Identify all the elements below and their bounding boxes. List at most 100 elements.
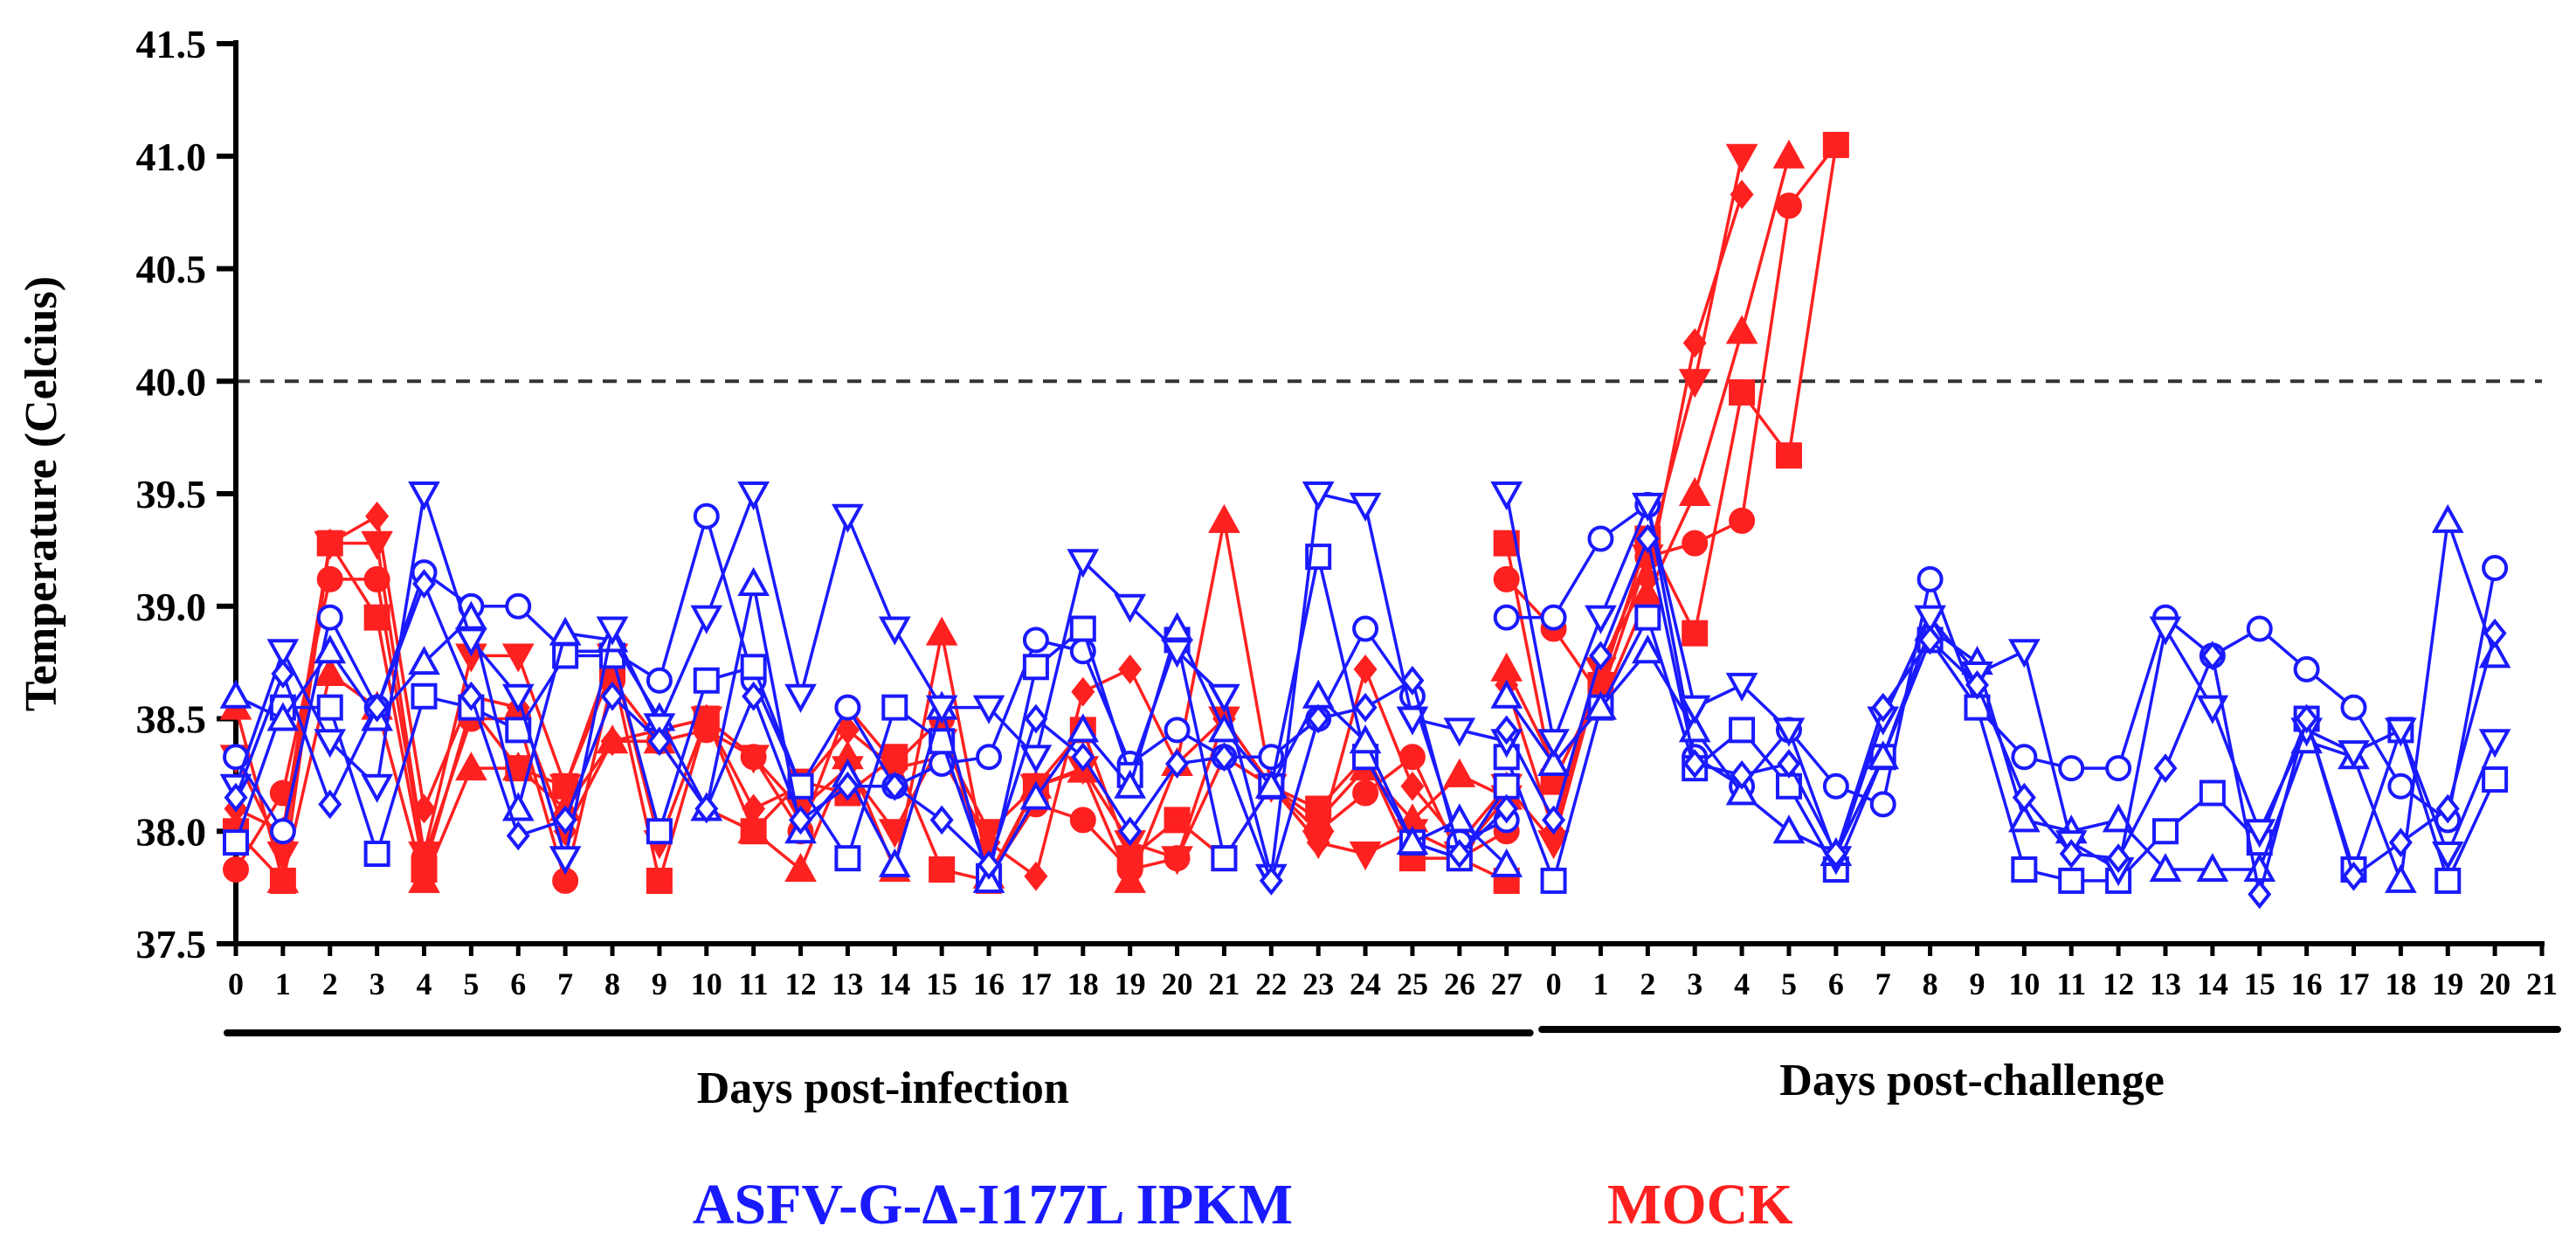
data-point (737, 481, 770, 511)
data-point (784, 683, 817, 713)
data-point (2435, 793, 2460, 824)
x-tick-label: 15 (926, 966, 957, 1001)
data-point (363, 841, 390, 867)
data-point (1161, 639, 1193, 669)
data-point (1024, 703, 1048, 734)
data-point (2342, 861, 2365, 891)
data-point (1396, 706, 1429, 736)
x-tick-label: 9 (1969, 966, 1985, 1001)
data-point (1725, 776, 1758, 806)
x-tick-label: 13 (2150, 966, 2181, 1001)
data-point (929, 805, 954, 835)
data-point (1447, 839, 1472, 869)
data-point (1302, 481, 1335, 511)
x-tick-label: 21 (2526, 966, 2558, 1001)
x-tick-label: 23 (1302, 966, 1334, 1001)
data-point (1730, 179, 1754, 210)
data-point (2007, 639, 2041, 669)
y-axis-title: Temperature (Celcius) (17, 276, 66, 711)
data-point (1067, 713, 1100, 743)
series-layer (219, 131, 2511, 910)
data-point (1867, 740, 1900, 770)
data-point (835, 715, 860, 745)
y-tick-label: 41.0 (136, 135, 207, 179)
data-point (878, 819, 911, 849)
x-tick-label: 20 (1162, 966, 1193, 1001)
data-point (549, 846, 582, 876)
x-tick-label: 4 (1734, 966, 1750, 1001)
data-point (2153, 753, 2178, 784)
data-point (1725, 315, 1758, 344)
data-point (693, 667, 720, 694)
x-tick-label: 19 (2432, 966, 2463, 1001)
data-point (266, 863, 300, 893)
x-tick-label: 16 (973, 966, 1005, 1001)
data-point (2105, 755, 2132, 782)
data-point (1254, 769, 1288, 799)
data-point (1490, 481, 1523, 511)
x-tick-label: 1 (275, 966, 291, 1001)
data-point (2012, 782, 2036, 813)
data-point (878, 848, 911, 877)
data-point (1208, 503, 1240, 533)
data-point (1729, 717, 1756, 744)
data-point (412, 569, 436, 599)
data-point (1400, 771, 1425, 801)
x-tick-label: 25 (1397, 966, 1428, 1001)
data-point (925, 695, 958, 724)
x-tick-label: 9 (652, 966, 667, 1001)
data-point (1208, 683, 1240, 713)
data-point (314, 656, 347, 686)
data-point (408, 863, 440, 893)
x-tick-label: 4 (417, 966, 432, 1001)
data-point (1775, 192, 1802, 219)
data-point (1588, 641, 1613, 671)
data-point (1729, 507, 1756, 534)
data-point (365, 692, 390, 723)
series-line (1505, 156, 1791, 766)
x-tick-label: 5 (1781, 966, 1797, 1001)
x-tick-label: 11 (739, 966, 769, 1001)
series-vaccinated-down-triangle (219, 481, 2511, 893)
data-point (2151, 818, 2179, 845)
data-point (878, 616, 911, 646)
data-point (1490, 679, 1523, 709)
labels: 37.5 38.0 38.5 39.0 39.5 40.0 40.5 41.0 41.5 Temp… (17, 22, 2558, 1237)
data-point (1208, 713, 1240, 743)
data-point (501, 643, 535, 673)
data-point (925, 616, 958, 646)
data-point (1302, 679, 1335, 709)
data-point (1495, 715, 1519, 745)
x-tick-label: 20 (2479, 966, 2510, 1001)
y-tick-label: 40.0 (136, 359, 207, 404)
data-point (1730, 760, 1754, 790)
data-point (314, 729, 347, 759)
x-tick-label: 17 (1020, 966, 1052, 1001)
data-point (2149, 616, 2182, 646)
data-point (1165, 749, 1190, 779)
data-point (1542, 805, 1566, 835)
data-point (1914, 605, 1946, 634)
data-point (1775, 442, 1802, 469)
x-tick-label: 11 (2056, 966, 2086, 1001)
x-tick-label: 10 (2008, 966, 2040, 1001)
data-point (784, 852, 817, 882)
x-axis-title-challenge: Days post-challenge (1779, 1056, 2165, 1105)
data-point (459, 681, 483, 711)
x-tick-label: 19 (1115, 966, 1146, 1001)
x-tick-label: 24 (1350, 966, 1381, 1001)
y-tick-label: 39.0 (136, 585, 207, 629)
data-point (2011, 856, 2038, 883)
data-point (789, 805, 813, 835)
series-line (234, 515, 1508, 844)
data-point (1443, 717, 1476, 747)
data-point (1352, 779, 1379, 807)
data-point (832, 503, 864, 533)
x-tick-label: 7 (557, 966, 573, 1001)
series-mock-diamond (224, 179, 1754, 891)
x-tick-label: 8 (604, 966, 620, 1001)
data-point (1871, 692, 1896, 723)
data-point (2011, 744, 2038, 771)
data-point (1540, 867, 1567, 894)
data-point (972, 695, 1005, 724)
